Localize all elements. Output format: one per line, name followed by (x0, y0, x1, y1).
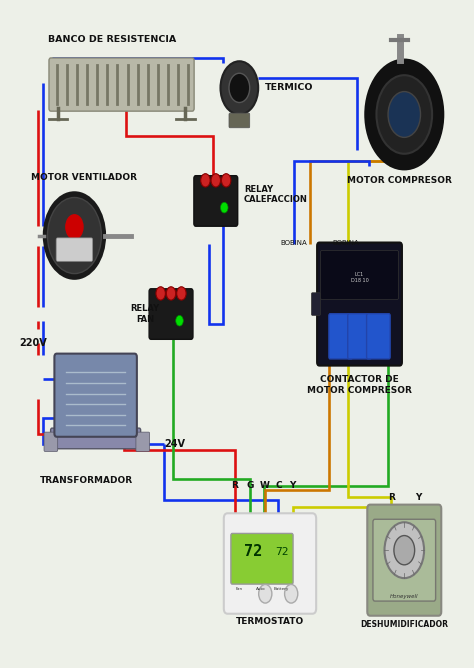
Text: G: G (246, 482, 254, 490)
Circle shape (156, 287, 165, 300)
FancyBboxPatch shape (366, 314, 390, 359)
Circle shape (211, 174, 220, 187)
Circle shape (221, 174, 231, 187)
FancyBboxPatch shape (320, 250, 399, 299)
FancyBboxPatch shape (317, 242, 402, 365)
Text: LC1
D18 10: LC1 D18 10 (351, 272, 368, 283)
FancyBboxPatch shape (373, 519, 436, 601)
FancyBboxPatch shape (136, 432, 150, 452)
Circle shape (47, 198, 101, 274)
Circle shape (229, 73, 250, 102)
FancyBboxPatch shape (49, 58, 194, 111)
Text: MOTOR COMPRESOR: MOTOR COMPRESOR (347, 176, 452, 184)
Text: Y: Y (415, 492, 421, 502)
Text: Y: Y (290, 482, 296, 490)
FancyBboxPatch shape (231, 534, 293, 584)
Circle shape (376, 75, 432, 154)
FancyBboxPatch shape (229, 113, 250, 128)
Text: 72: 72 (275, 546, 289, 556)
Text: RELAY
CALEFACCION: RELAY CALEFACCION (244, 184, 308, 204)
FancyBboxPatch shape (56, 238, 93, 261)
FancyBboxPatch shape (329, 314, 353, 359)
Circle shape (220, 61, 258, 114)
Text: RELAY
FAN: RELAY FAN (130, 305, 160, 324)
Circle shape (259, 584, 272, 603)
Text: W: W (259, 482, 269, 490)
Text: BOBINA: BOBINA (332, 240, 359, 246)
FancyBboxPatch shape (311, 293, 320, 315)
Text: TERMICO: TERMICO (265, 84, 314, 92)
Circle shape (384, 522, 424, 578)
Circle shape (220, 202, 228, 213)
FancyBboxPatch shape (149, 289, 193, 339)
Text: MOTOR VENTILADOR: MOTOR VENTILADOR (31, 173, 137, 182)
Circle shape (201, 174, 210, 187)
Text: Battery: Battery (274, 587, 290, 591)
Text: Honeywell: Honeywell (390, 595, 419, 599)
Text: Fan: Fan (236, 587, 243, 591)
Text: TERMOSTATO: TERMOSTATO (236, 617, 304, 626)
Text: 24V: 24V (164, 439, 185, 449)
FancyBboxPatch shape (51, 428, 141, 449)
FancyBboxPatch shape (367, 504, 441, 616)
Text: TRANSFORMADOR: TRANSFORMADOR (40, 476, 133, 486)
Text: Auto: Auto (256, 587, 265, 591)
Circle shape (394, 536, 415, 565)
Text: BANCO DE RESISTENCIA: BANCO DE RESISTENCIA (48, 35, 176, 44)
Text: 220V: 220V (19, 337, 47, 347)
Circle shape (176, 315, 183, 326)
Text: R: R (388, 492, 394, 502)
Text: R: R (231, 482, 238, 490)
Circle shape (388, 92, 420, 138)
FancyBboxPatch shape (224, 513, 316, 614)
FancyBboxPatch shape (44, 432, 58, 452)
Circle shape (365, 60, 443, 169)
Text: BOBINA: BOBINA (280, 240, 307, 246)
Circle shape (284, 584, 298, 603)
Text: DESHUMIDIFICADOR: DESHUMIDIFICADOR (360, 620, 448, 629)
FancyBboxPatch shape (55, 353, 137, 437)
Circle shape (166, 287, 176, 300)
Circle shape (44, 192, 105, 279)
Text: 72: 72 (245, 544, 263, 559)
FancyBboxPatch shape (194, 176, 237, 226)
FancyBboxPatch shape (348, 314, 371, 359)
Circle shape (66, 215, 83, 239)
Text: CONTACTOR DE
MOTOR COMPRESOR: CONTACTOR DE MOTOR COMPRESOR (307, 375, 412, 395)
Circle shape (177, 287, 186, 300)
Text: C: C (275, 482, 282, 490)
